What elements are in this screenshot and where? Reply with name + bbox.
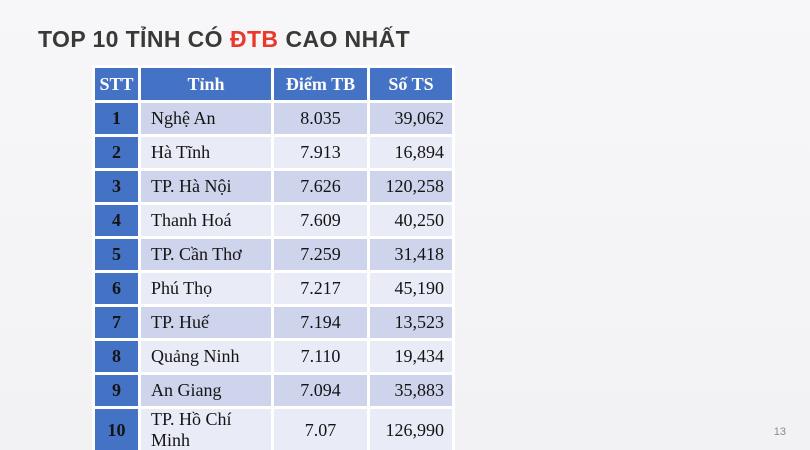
title-highlight: ĐTB [229,26,279,52]
cell-average-score: 8.035 [274,103,367,134]
title-text-suffix: CAO NHẤT [285,26,411,52]
cell-average-score: 7.217 [274,273,367,304]
cell-average-score: 7.913 [274,137,367,168]
cell-average-score: 7.194 [274,307,367,338]
cell-province-name: An Giang [141,375,271,406]
cell-rank: 3 [95,171,138,202]
cell-candidate-count: 126,990 [370,409,452,450]
page-number: 13 [773,426,786,438]
cell-rank: 7 [95,307,138,338]
cell-rank: 10 [95,409,138,450]
cell-candidate-count: 45,190 [370,273,452,304]
cell-candidate-count: 13,523 [370,307,452,338]
cell-province-name: Thanh Hoá [141,205,271,236]
title-text-prefix: TOP 10 TỈNH CÓ [38,26,223,52]
column-header-province: Tỉnh [141,68,271,100]
table-row: 1 Nghệ An 8.035 39,062 [95,103,452,134]
table-row: 8 Quảng Ninh 7.110 19,434 [95,341,452,372]
cell-province-name: TP. Hồ Chí Minh [141,409,271,450]
cell-average-score: 7.07 [274,409,367,450]
cell-average-score: 7.259 [274,239,367,270]
table-row: 9 An Giang 7.094 35,883 [95,375,452,406]
table-row: 5 TP. Cần Thơ 7.259 31,418 [95,239,452,270]
cell-province-name: Hà Tĩnh [141,137,271,168]
column-header-avg-score: Điểm TB [274,68,367,100]
cell-average-score: 7.094 [274,375,367,406]
cell-rank: 5 [95,239,138,270]
slide-title: TOP 10 TỈNH CÓ ĐTB CAO NHẤT [38,26,410,53]
table-row: 7 TP. Huế 7.194 13,523 [95,307,452,338]
cell-rank: 9 [95,375,138,406]
cell-candidate-count: 35,883 [370,375,452,406]
cell-rank: 2 [95,137,138,168]
cell-average-score: 7.110 [274,341,367,372]
cell-average-score: 7.609 [274,205,367,236]
cell-rank: 1 [95,103,138,134]
cell-rank: 6 [95,273,138,304]
table-row: 6 Phú Thọ 7.217 45,190 [95,273,452,304]
table-row: 10 TP. Hồ Chí Minh 7.07 126,990 [95,409,452,450]
cell-candidate-count: 40,250 [370,205,452,236]
column-header-candidates: Số TS [370,68,452,100]
cell-rank: 4 [95,205,138,236]
cell-province-name: TP. Huế [141,307,271,338]
cell-average-score: 7.626 [274,171,367,202]
table-row: 3 TP. Hà Nội 7.626 120,258 [95,171,452,202]
cell-province-name: Nghệ An [141,103,271,134]
cell-province-name: TP. Cần Thơ [141,239,271,270]
cell-candidate-count: 16,894 [370,137,452,168]
cell-candidate-count: 31,418 [370,239,452,270]
cell-rank: 8 [95,341,138,372]
cell-candidate-count: 39,062 [370,103,452,134]
column-header-stt: STT [95,68,138,100]
cell-candidate-count: 19,434 [370,341,452,372]
cell-province-name: TP. Hà Nội [141,171,271,202]
cell-province-name: Phú Thọ [141,273,271,304]
ranking-table: STT Tỉnh Điểm TB Số TS 1 Nghệ An 8.035 3… [92,65,455,450]
cell-province-name: Quảng Ninh [141,341,271,372]
cell-candidate-count: 120,258 [370,171,452,202]
table-header-row: STT Tỉnh Điểm TB Số TS [95,68,452,100]
table-row: 2 Hà Tĩnh 7.913 16,894 [95,137,452,168]
table-row: 4 Thanh Hoá 7.609 40,250 [95,205,452,236]
